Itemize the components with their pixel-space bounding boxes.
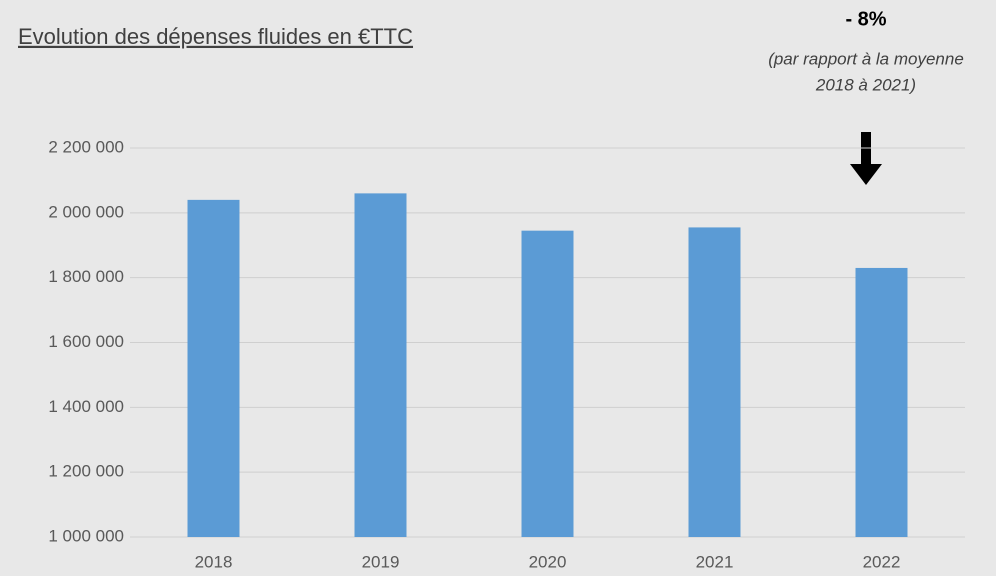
bar [688,227,741,537]
annotation-line: 2018 à 2021) [815,75,916,94]
y-tick-label: 1 600 000 [48,332,124,351]
x-tick-label: 2018 [195,552,233,571]
bar [187,199,240,537]
down-arrow [850,132,882,185]
x-tick-label: 2020 [529,552,567,571]
x-tick-label: 2021 [696,552,734,571]
x-tick-label: 2019 [362,552,400,571]
bar [521,230,574,537]
chart-title: Evolution des dépenses fluides en €TTC [18,24,413,49]
y-tick-label: 1 800 000 [48,267,124,286]
annotation-line: (par rapport à la moyenne [768,49,964,68]
y-tick-label: 2 000 000 [48,202,124,221]
bar [855,267,908,537]
y-tick-label: 1 200 000 [48,462,124,481]
x-tick-label: 2022 [863,552,901,571]
y-tick-label: 1 400 000 [48,397,124,416]
bar [354,193,407,537]
y-tick-label: 1 000 000 [48,526,124,545]
annotation-headline: - 8% [845,8,886,30]
y-tick-label: 2 200 000 [48,137,124,156]
